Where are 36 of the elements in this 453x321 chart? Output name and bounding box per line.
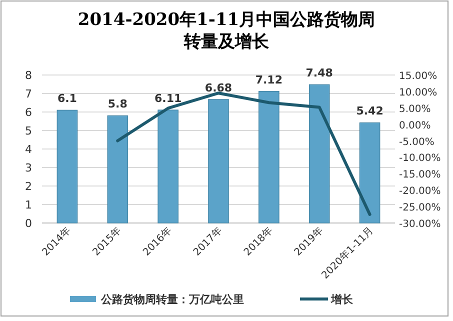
y2-tick-label: -15.00% xyxy=(399,170,441,181)
bar xyxy=(208,99,229,224)
bar xyxy=(158,110,178,224)
y-tick-label: 0 xyxy=(25,217,32,230)
y-tick-label: 8 xyxy=(25,69,32,82)
y2-tick-label: 0.00% xyxy=(399,120,431,132)
bar xyxy=(258,90,280,224)
y2-tick-label: -20.00% xyxy=(399,186,441,198)
bar xyxy=(308,84,330,224)
y2-tick-label: 10.00% xyxy=(399,87,438,98)
y-tick-label: 7 xyxy=(25,88,32,100)
y-tick-label: 4 xyxy=(25,143,32,156)
data-label: 6.68 xyxy=(204,81,232,94)
y-tick-label: 3 xyxy=(25,162,32,174)
y2-tick-label: 15.00% xyxy=(399,71,438,82)
y-tick-label: 1 xyxy=(25,198,32,212)
data-label: 7.12 xyxy=(255,73,282,86)
bar xyxy=(359,122,380,224)
y-tick-label: 6 xyxy=(25,106,32,119)
y-tick-label: 2 xyxy=(25,180,32,193)
legend-label: 增长 xyxy=(330,293,354,306)
y2-tick-label: -5.00% xyxy=(399,136,434,148)
data-label: 5.42 xyxy=(356,104,384,118)
data-label: 7.48 xyxy=(306,66,333,80)
legend-label: 公路货物周转量：万亿吨公里 xyxy=(100,293,244,306)
data-label: 6.11 xyxy=(154,92,182,105)
y2-tick-label: 5.00% xyxy=(399,104,431,115)
bar xyxy=(56,110,78,224)
chart-title: 2014-2020年1-11月中国公路货物周转量及增长 xyxy=(78,10,376,52)
y-tick-label: 5 xyxy=(25,124,32,138)
data-label: 6.1 xyxy=(57,92,77,106)
y2-tick-label: -25.00% xyxy=(399,202,441,214)
y2-tick-label: -10.00% xyxy=(399,153,441,164)
y2-tick-label: -30.00% xyxy=(399,219,441,230)
data-label: 5.8 xyxy=(108,98,128,111)
bar xyxy=(107,115,128,224)
